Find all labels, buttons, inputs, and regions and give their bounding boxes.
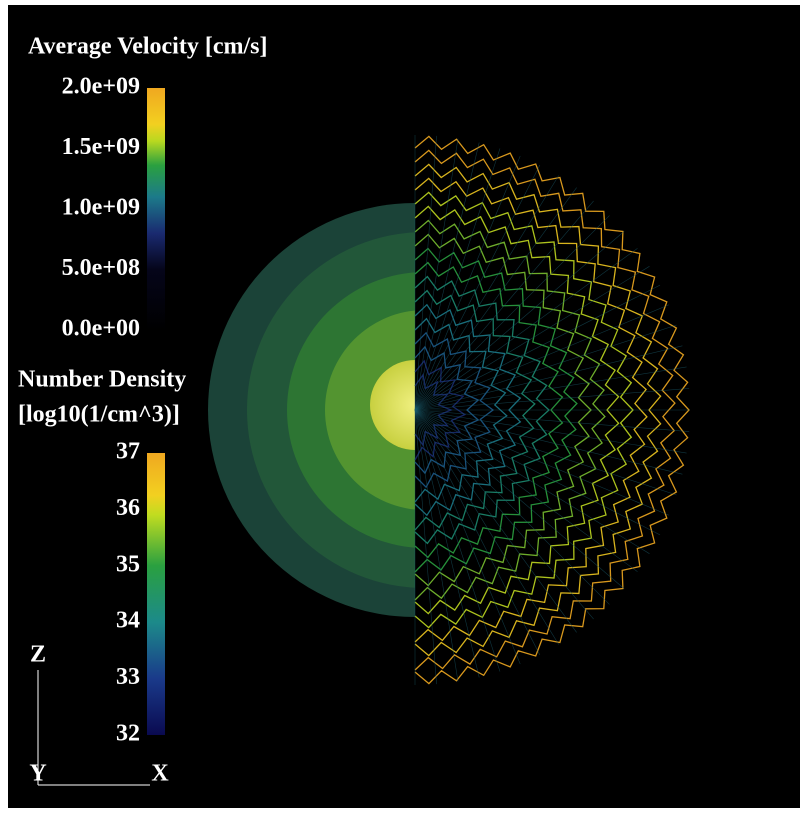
- tick-label: 36: [116, 495, 140, 521]
- screenshot: Z Y X Average Velocity [cm/s] 2.0e+09 1.5e…: [0, 0, 809, 814]
- colorbar: [147, 88, 165, 330]
- tick-label: 32: [116, 721, 140, 747]
- axis-label: Z: [30, 642, 46, 668]
- legend-title: [log10(1/cm^3)]: [18, 402, 180, 428]
- tick-label: 1.0e+09: [62, 195, 140, 221]
- tick-label: 34: [116, 608, 140, 634]
- tick-label: 5.0e+08: [62, 255, 140, 281]
- tick-label: 1.5e+09: [62, 134, 140, 160]
- tick-label: 2.0e+09: [62, 74, 140, 100]
- legend-title: Average Velocity [cm/s]: [28, 34, 267, 60]
- colorbar: [147, 453, 165, 735]
- tick-label: 0.0e+00: [62, 316, 140, 342]
- legend-title: Number Density: [18, 367, 186, 393]
- axis-label: Y: [29, 761, 46, 787]
- axis-label: X: [151, 761, 169, 787]
- tick-label: 35: [116, 551, 140, 577]
- tick-label: 37: [116, 439, 140, 465]
- tick-label: 33: [116, 664, 140, 690]
